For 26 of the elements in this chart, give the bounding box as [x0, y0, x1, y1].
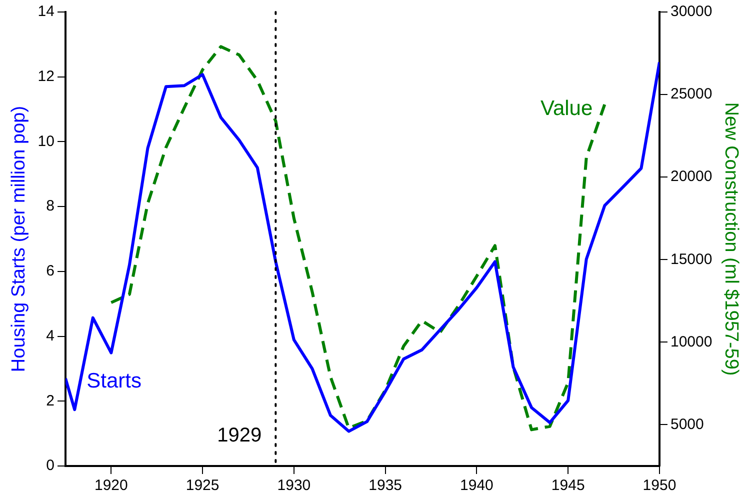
ref-line-label: 1929: [217, 424, 262, 447]
series-label: Value: [540, 97, 593, 120]
y-tick-label: 4: [46, 327, 54, 344]
x-tick-label: 1920: [94, 477, 128, 494]
x-tick-label: 1940: [460, 477, 494, 494]
y-tick-label: 2: [46, 392, 54, 410]
y2-axis-title: New Construction (ml $1957-59): [720, 102, 742, 376]
y-tick-label: 6: [46, 262, 54, 280]
y-tick-label: 8: [46, 198, 54, 215]
series-label: Starts: [86, 369, 142, 392]
y2-tick-label: 20000: [670, 168, 712, 186]
y2-tick-label: 10000: [670, 333, 712, 350]
x-tick-label: 1935: [368, 477, 402, 494]
y2-tick-label: 30000: [670, 3, 712, 20]
y2-tick-label: 5000: [670, 416, 704, 433]
x-tick-label: 1925: [186, 477, 220, 494]
x-tick-label: 1950: [642, 477, 676, 494]
x-tick-label: 1930: [277, 477, 311, 494]
x-tick-label: 1945: [551, 477, 585, 494]
y-tick-label: 14: [38, 3, 54, 20]
y-axis-title: Housing Starts (per million pop): [8, 106, 30, 372]
y2-tick-label: 25000: [670, 86, 712, 103]
y-tick-label: 10: [38, 132, 54, 150]
y-tick-label: 12: [38, 68, 54, 85]
y2-tick-label: 15000: [670, 250, 712, 268]
y-tick-label: 0: [46, 457, 54, 474]
